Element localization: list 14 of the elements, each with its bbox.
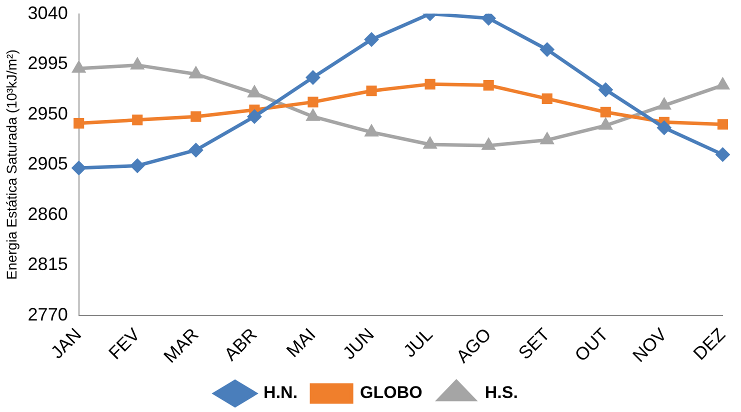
x-tick-label: MAI (282, 324, 320, 362)
y-tick-label: 2950 (28, 103, 68, 124)
y-tick-label: 2995 (28, 53, 68, 74)
x-tick-label: JAN (46, 324, 86, 362)
x-tick-label: JUL (400, 324, 436, 362)
legend-label: H.N. (264, 383, 298, 402)
y-axis-title: Energia Estática Saturada (10³kJ/m²) (3, 49, 20, 280)
legend-label: H.S. (484, 383, 518, 402)
y-tick-label: 2860 (28, 204, 68, 224)
y-tick-label: 2905 (28, 154, 68, 174)
y-tick-label: 3040 (28, 2, 68, 23)
legend-label: GLOBO (360, 383, 422, 402)
y-tick-label: 2770 (28, 304, 68, 324)
y-tick-label: 2815 (28, 254, 68, 274)
